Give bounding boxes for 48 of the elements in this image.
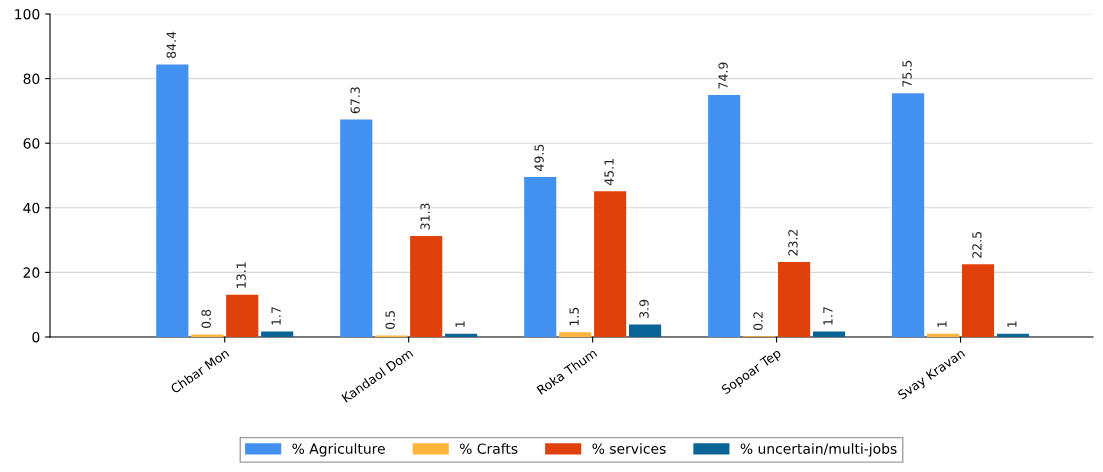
- bar: [261, 331, 294, 337]
- y-tick-label: 40: [23, 202, 40, 214]
- bar: [226, 294, 259, 337]
- bar: [708, 95, 741, 337]
- bar: [410, 235, 443, 337]
- legend-label: % uncertain/multi-jobs: [740, 443, 897, 457]
- bar: [156, 64, 189, 337]
- data-label: 75.5: [902, 60, 912, 87]
- data-label: 3.9: [639, 299, 649, 318]
- y-tick-label: 60: [23, 138, 40, 149]
- y-tick-label: 100: [15, 8, 40, 20]
- y-tick-label: 20: [23, 267, 40, 278]
- y-tick-label: 0: [32, 331, 40, 343]
- data-label: 1.5: [569, 307, 579, 326]
- data-label: 74.9: [718, 62, 728, 89]
- bar: [996, 333, 1030, 337]
- data-label: 22.5: [972, 232, 982, 258]
- bar: [559, 332, 592, 337]
- legend-label: % Agriculture: [292, 443, 385, 457]
- data-label: 67.3: [350, 87, 360, 114]
- data-label: 0.2: [753, 312, 763, 330]
- data-label: 1: [1007, 321, 1017, 327]
- data-label: 45.1: [604, 159, 614, 186]
- bar: [524, 177, 557, 337]
- bar: [961, 264, 995, 337]
- legend-label: % Crafts: [459, 443, 518, 454]
- bar: [778, 262, 811, 337]
- bar: [594, 191, 627, 337]
- data-label: 1.7: [823, 307, 833, 325]
- bar: [927, 333, 960, 337]
- bar: [340, 119, 373, 337]
- data-label: 0.8: [201, 309, 211, 329]
- bar: [191, 334, 224, 337]
- data-label: 1: [937, 321, 947, 327]
- data-label: 1: [455, 321, 465, 327]
- data-label: 0.5: [385, 311, 395, 330]
- bar: [445, 333, 478, 337]
- data-label: 84.4: [166, 31, 176, 58]
- legend-label: % services: [592, 443, 666, 454]
- data-label: 13.1: [236, 262, 246, 288]
- data-label: 1.7: [271, 307, 281, 325]
- y-tick-label: 80: [23, 73, 40, 85]
- data-label: 31.3: [420, 203, 430, 230]
- data-label: 49.5: [534, 144, 544, 171]
- bar: [629, 324, 662, 337]
- data-label: 23.2: [788, 229, 798, 256]
- bar: [892, 93, 925, 337]
- bar: [812, 331, 846, 337]
